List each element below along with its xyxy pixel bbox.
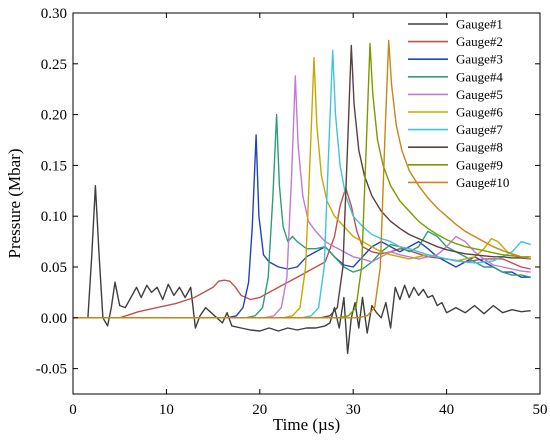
y-tick-label: 0.30 (41, 6, 67, 22)
y-tick-label: 0.05 (41, 260, 67, 276)
series-line-gauge-4 (73, 113, 531, 319)
legend-label-gauge-1: Gauge#1 (456, 17, 503, 32)
y-tick-label: 0.15 (41, 158, 67, 174)
y-tick-label: 0.00 (41, 311, 67, 327)
legend-label-gauge-6: Gauge#6 (456, 105, 503, 120)
legend-label-gauge-8: Gauge#8 (456, 140, 503, 155)
legend-label-gauge-7: Gauge#7 (456, 122, 503, 137)
series-line-gauge-1 (73, 185, 531, 355)
legend: Gauge#1 Gauge#2 Gauge#3 Gauge#4 Gauge#5 Gauge… (408, 17, 509, 190)
x-tick-label: 50 (533, 402, 548, 418)
plot-lines (73, 39, 531, 355)
series-line-gauge-9 (73, 42, 531, 319)
legend-label-gauge-4: Gauge#4 (456, 69, 503, 84)
legend-label-gauge-2: Gauge#2 (456, 34, 503, 49)
y-tick-label: 0.25 (41, 57, 67, 73)
legend-label-gauge-3: Gauge#3 (456, 52, 503, 67)
series-line-gauge-7 (73, 49, 531, 319)
x-tick-label: 10 (159, 402, 174, 418)
x-axis-title: Time (µs) (273, 415, 340, 434)
x-tick-label: 20 (252, 402, 267, 418)
y-tick-label: 0.20 (41, 108, 67, 124)
plot-frame (72, 12, 541, 395)
series-line-gauge-8 (73, 44, 531, 319)
x-tick-label: 40 (439, 402, 454, 418)
y-tick-label: 0.10 (41, 209, 67, 225)
axis-ticks (72, 12, 541, 394)
legend-label-gauge-5: Gauge#5 (456, 87, 503, 102)
legend-label-gauge-9: Gauge#9 (456, 157, 503, 172)
y-axis-title: Pressure (Mbar) (5, 149, 24, 259)
series-line-gauge-10 (73, 39, 531, 319)
x-tick-label: 0 (69, 402, 77, 418)
x-tick-label: 30 (346, 402, 361, 418)
y-tick-label: -0.05 (36, 362, 67, 378)
axis-tick-labels: 0 10 20 30 40 50 -0.05 0.00 0.05 0.10 0.15 0.20 0.25… (36, 6, 548, 418)
legend-label-gauge-10: Gauge#10 (456, 175, 509, 190)
